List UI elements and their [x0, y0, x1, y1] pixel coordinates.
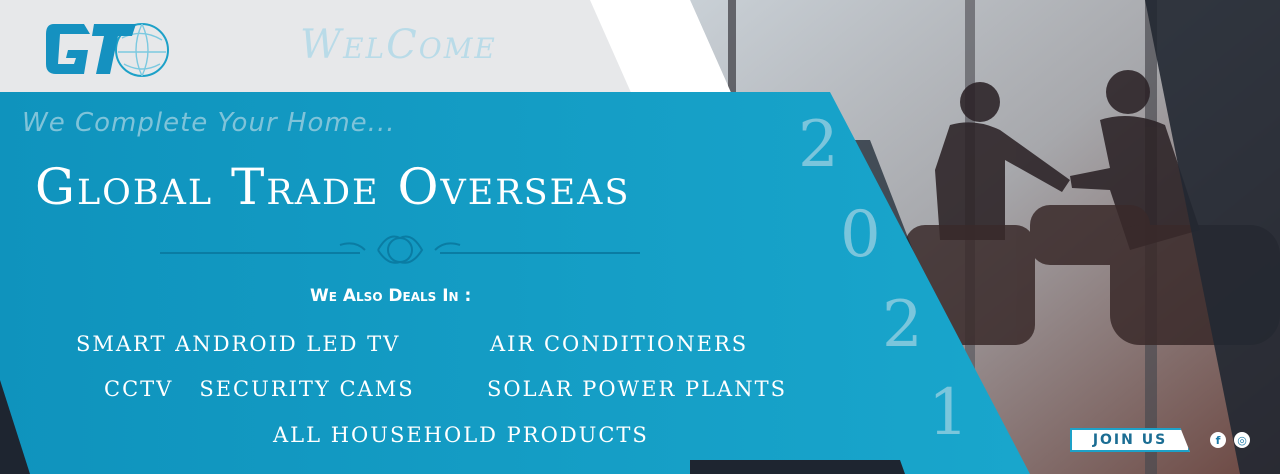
- deals-heading: We Also Deals In :: [310, 286, 472, 306]
- global-trade-logo: [46, 23, 169, 77]
- product-led-tv: SMART ANDROID LED TV: [76, 332, 401, 356]
- join-us-button[interactable]: JOIN US: [1070, 428, 1190, 452]
- year-digit: 0: [840, 198, 881, 272]
- product-air-conditioners: AIR CONDITIONERS: [490, 332, 749, 356]
- year-digit: 2: [798, 108, 839, 182]
- welcome-heading: WelCome: [300, 22, 497, 68]
- top-band: [0, 0, 720, 92]
- main-blue-panel: [0, 92, 1030, 474]
- company-title: Global Trade Overseas: [35, 158, 631, 216]
- product-solar: SOLAR POWER PLANTS: [487, 377, 787, 401]
- ornament-divider: [160, 235, 640, 264]
- right-dark-panel: [1145, 0, 1280, 474]
- tagline: We Complete Your Home...: [22, 108, 396, 138]
- year-digit: 2: [882, 288, 923, 362]
- product-cctv: CCTV SECURITY CAMS: [104, 377, 415, 401]
- facebook-icon[interactable]: f: [1210, 432, 1226, 448]
- year-digit: 1: [928, 376, 969, 450]
- handshake-silhouette: [935, 70, 1200, 250]
- product-household: ALL HOUSEHOLD PRODUCTS: [273, 423, 649, 447]
- instagram-icon[interactable]: ◎: [1234, 432, 1250, 448]
